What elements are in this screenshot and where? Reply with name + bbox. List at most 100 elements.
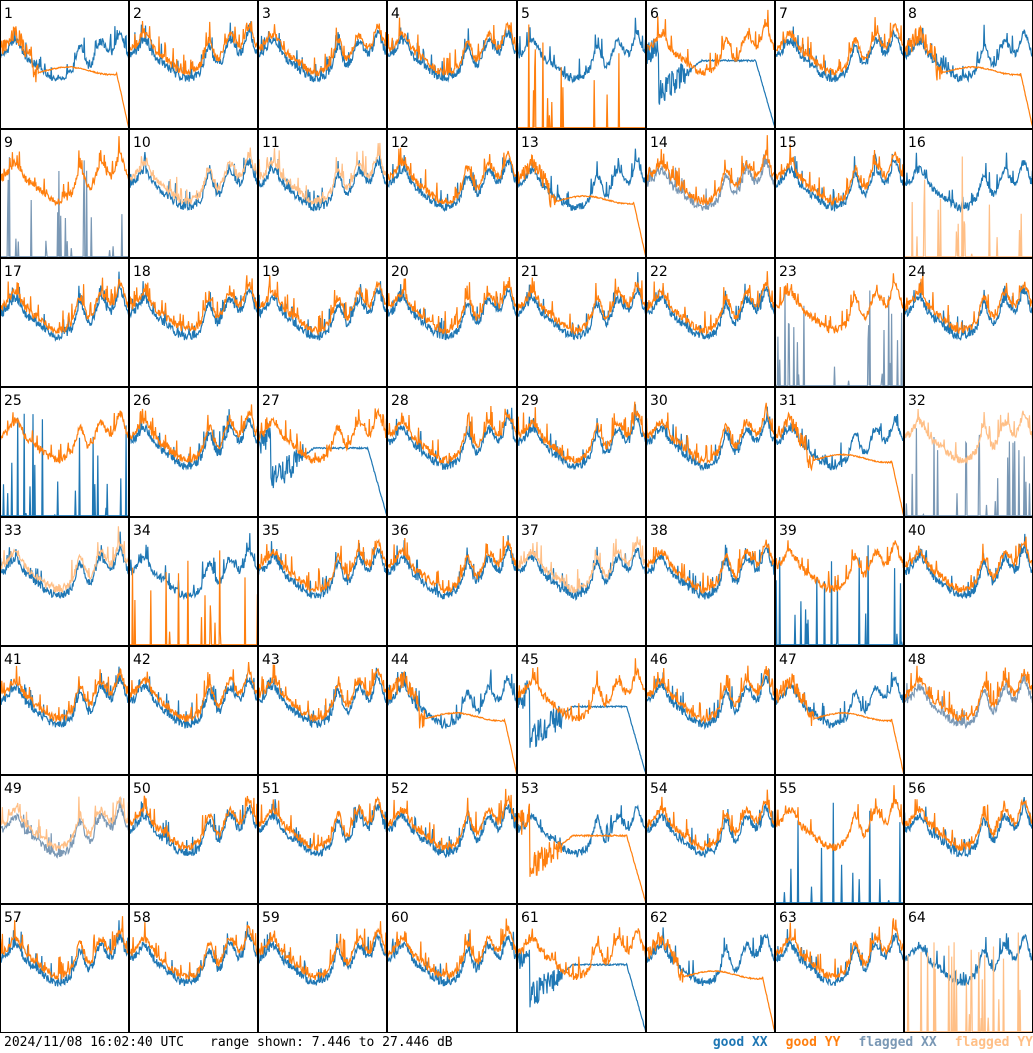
panel-63-yy-trace <box>775 918 904 980</box>
panel-39-border <box>775 517 904 646</box>
panel-55 <box>775 785 904 904</box>
panel-50-label: 50 <box>133 781 151 797</box>
panel-4-border <box>387 0 517 129</box>
panel-19-yy-trace <box>258 275 387 336</box>
panel-53-yy-trace <box>517 803 646 904</box>
panel-51-label: 51 <box>262 781 280 797</box>
panel-41 <box>0 665 129 728</box>
panel-44-label: 44 <box>391 652 409 668</box>
panel-3-xx-trace <box>258 29 387 83</box>
panel-35-yy-trace <box>258 538 387 593</box>
panel-22-label: 22 <box>650 264 668 280</box>
panel-12-label: 12 <box>391 135 409 151</box>
panel-19-xx-trace <box>258 281 387 341</box>
panel-29-label: 29 <box>521 393 539 409</box>
panel-10-yy-trace <box>129 147 258 205</box>
panel-26-label: 26 <box>133 393 151 409</box>
panel-2-yy-trace <box>129 20 258 77</box>
panel-34-xx-trace <box>129 533 258 601</box>
panel-8-yy-trace <box>904 24 1033 129</box>
panel-11-label: 11 <box>262 135 280 151</box>
panel-2-border <box>129 0 258 129</box>
panel-18 <box>129 275 258 341</box>
panel-2-xx-trace <box>129 21 258 82</box>
panel-27-yy-trace <box>258 407 387 465</box>
panel-43 <box>258 664 387 728</box>
panel-11-xx-trace <box>258 148 387 212</box>
panel-59-xx-trace <box>258 932 387 986</box>
panel-22-yy-trace <box>646 271 775 336</box>
panel-54-yy-trace <box>646 789 775 852</box>
panel-20 <box>387 276 517 341</box>
panel-57 <box>0 916 129 987</box>
panel-26-xx-trace <box>129 409 258 471</box>
panel-7-xx-trace <box>775 26 904 83</box>
panel-3-border <box>258 0 387 129</box>
panel-25-yy-trace <box>0 410 129 464</box>
panel-14 <box>646 135 775 211</box>
panel-17-yy-trace <box>0 277 129 334</box>
panel-7 <box>775 17 904 83</box>
panel-29-xx-trace <box>517 404 646 470</box>
panel-42 <box>129 661 258 729</box>
panel-44 <box>387 669 517 775</box>
panel-43-label: 43 <box>262 652 280 668</box>
panel-32-yy-trace <box>904 408 1033 465</box>
panel-44-yy-trace <box>387 670 517 775</box>
panel-50-border <box>129 775 258 904</box>
panel-23-yy-trace <box>775 273 904 334</box>
panel-28 <box>387 405 517 470</box>
panel-15-yy-trace <box>775 144 904 207</box>
panel-51-border <box>258 775 387 904</box>
panel-25-border <box>0 387 129 517</box>
panel-9-yy-trace <box>0 136 129 207</box>
legend-flagged-xx: flagged XX <box>858 1035 937 1050</box>
panel-31-yy-trace <box>775 411 904 517</box>
panel-42-label: 42 <box>133 652 151 668</box>
panel-54-border <box>646 775 775 904</box>
panel-10-label: 10 <box>133 135 151 151</box>
panel-55-yy-trace <box>775 785 904 852</box>
panel-62-border <box>646 904 775 1033</box>
panel-19 <box>258 275 387 341</box>
panel-8-border <box>904 0 1033 129</box>
panel-4-xx-trace <box>387 27 517 83</box>
panel-35-border <box>258 517 387 646</box>
panel-61-border <box>517 904 646 1033</box>
panel-23-border <box>775 258 904 387</box>
panel-18-yy-trace <box>129 275 258 332</box>
panel-7-yy-trace <box>775 17 904 76</box>
panel-64-label: 64 <box>908 910 926 926</box>
panel-43-xx-trace <box>258 667 387 728</box>
panel-57-label: 57 <box>4 910 22 926</box>
panel-9-xx-trace <box>0 157 129 258</box>
panel-59 <box>258 921 387 986</box>
panel-17 <box>0 271 129 342</box>
panel-25 <box>0 410 129 517</box>
panel-36 <box>387 535 517 600</box>
panel-26-border <box>129 387 258 517</box>
panel-4 <box>387 17 517 83</box>
panel-42-border <box>129 646 258 775</box>
panel-1-label: 1 <box>4 6 13 22</box>
panel-38-border <box>646 517 775 646</box>
panel-41-xx-trace <box>0 666 129 728</box>
panel-45-label: 45 <box>521 652 539 668</box>
panel-53-label: 53 <box>521 781 539 797</box>
panel-54-label: 54 <box>650 781 668 797</box>
panel-60-yy-trace <box>387 918 517 981</box>
panel-64-yy-trace <box>904 932 1033 1033</box>
panel-38-label: 38 <box>650 523 668 539</box>
panel-3-yy-trace <box>258 23 387 77</box>
panel-33-yy-trace <box>0 526 129 593</box>
panel-7-label: 7 <box>779 6 788 22</box>
panel-30-xx-trace <box>646 406 775 472</box>
panel-43-yy-trace <box>258 664 387 722</box>
panel-30-label: 30 <box>650 393 668 409</box>
panel-48-yy-trace <box>904 665 1033 722</box>
panel-31 <box>775 411 904 517</box>
panel-19-label: 19 <box>262 264 280 280</box>
panel-34 <box>129 533 258 646</box>
panel-35 <box>258 538 387 600</box>
